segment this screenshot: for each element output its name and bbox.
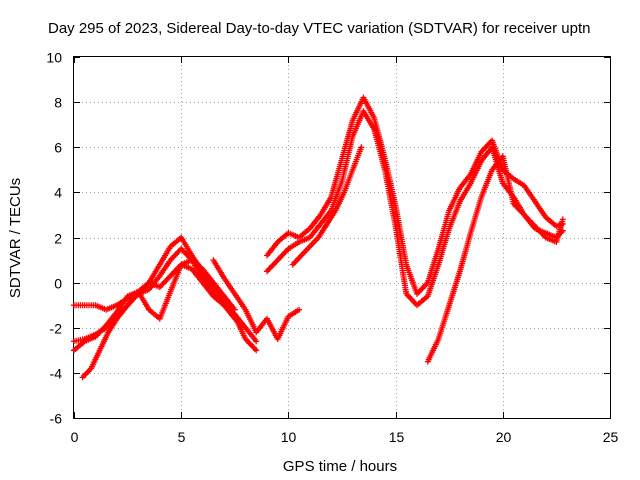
- chart-title: Day 295 of 2023, Sidereal Day-to-day VTE…: [48, 20, 590, 37]
- plot-frame: [73, 56, 611, 419]
- data-point: [253, 347, 260, 354]
- series-track-d: [79, 257, 238, 381]
- data-point: [559, 216, 566, 223]
- series-track-c: [71, 261, 260, 354]
- grid: [74, 57, 610, 418]
- x-tick-label: 0: [71, 429, 79, 445]
- series-track-e: [210, 257, 303, 342]
- x-axis-label: GPS time / hours: [283, 458, 397, 475]
- data-point: [296, 306, 303, 313]
- series-track-f: [264, 94, 566, 297]
- y-tick-label: 0: [54, 276, 62, 292]
- data-point: [358, 144, 365, 151]
- y-tick-label: 8: [54, 95, 62, 111]
- y-tick-label: 10: [46, 50, 62, 66]
- data-point: [253, 338, 260, 345]
- x-tick-label: 20: [496, 429, 512, 445]
- y-tick-label: -2: [50, 321, 63, 337]
- x-tick-label: 25: [603, 429, 619, 445]
- y-tick-label: 4: [54, 185, 62, 201]
- x-tick-label: 5: [178, 429, 186, 445]
- x-tick-label: 15: [389, 429, 405, 445]
- y-tick-label: -4: [50, 366, 63, 382]
- ticks: [74, 57, 611, 419]
- y-tick-label: -6: [50, 411, 63, 427]
- y-axis-label: SDTVAR / TECUs: [7, 178, 24, 298]
- series-track-i: [289, 144, 365, 268]
- y-tick-label: 2: [54, 231, 62, 247]
- x-tick-label: 10: [281, 429, 297, 445]
- data-point: [231, 306, 238, 313]
- tick-labels: 0 5 10 15 20 25 -6 -4 -2 0 2 4 6 8 10: [46, 50, 618, 446]
- data-points: [71, 94, 566, 381]
- series-track-h: [424, 153, 566, 365]
- y-tick-label: 6: [54, 140, 62, 156]
